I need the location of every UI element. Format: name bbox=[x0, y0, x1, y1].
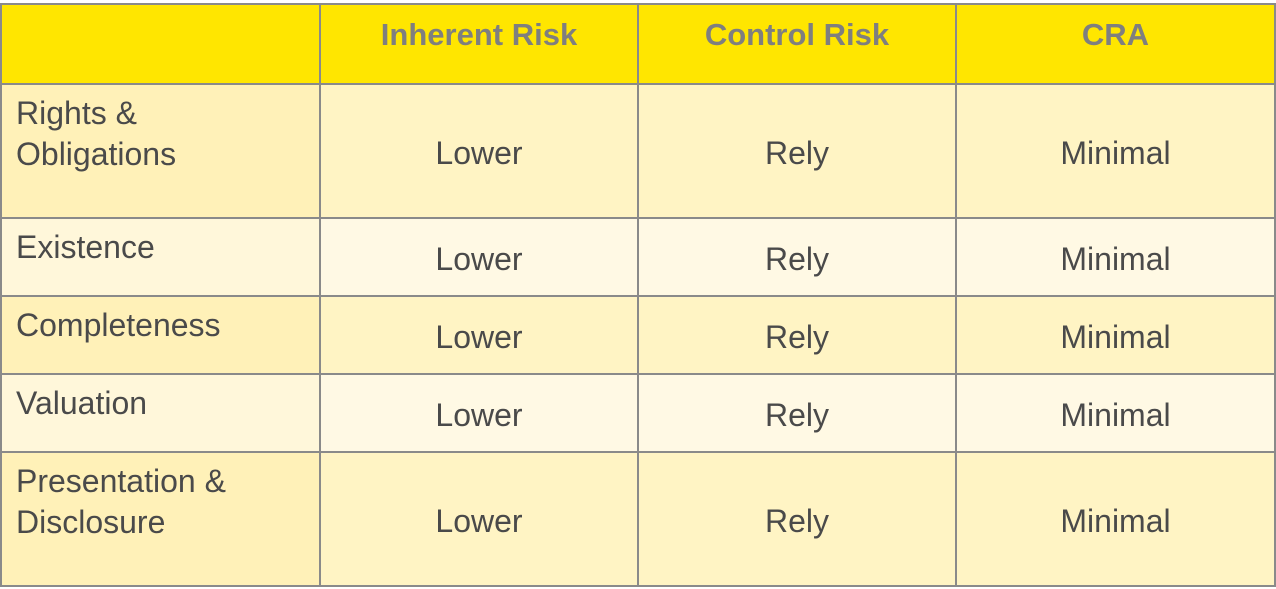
inherent-risk-cell: Lower bbox=[319, 295, 639, 375]
table-row: Valuation Lower Rely Minimal bbox=[0, 373, 1276, 453]
inherent-risk-cell: Lower bbox=[319, 451, 639, 587]
header-cell-empty bbox=[0, 3, 321, 85]
cra-cell: Minimal bbox=[955, 451, 1276, 587]
cra-cell: Minimal bbox=[955, 83, 1276, 219]
assertion-cell: Rights & Obligations bbox=[0, 83, 321, 219]
table-row: Rights & Obligations Lower Rely Minimal bbox=[0, 83, 1276, 219]
assertion-cell: Existence bbox=[0, 217, 321, 297]
control-risk-cell: Rely bbox=[637, 217, 957, 297]
control-risk-cell: Rely bbox=[637, 373, 957, 453]
inherent-risk-cell: Lower bbox=[319, 373, 639, 453]
table-row: Existence Lower Rely Minimal bbox=[0, 217, 1276, 297]
assertion-cell: Presentation & Disclosure bbox=[0, 451, 321, 587]
control-risk-cell: Rely bbox=[637, 451, 957, 587]
cra-cell: Minimal bbox=[955, 373, 1276, 453]
assertion-cell: Valuation bbox=[0, 373, 321, 453]
inherent-risk-cell: Lower bbox=[319, 83, 639, 219]
header-control-risk: Control Risk bbox=[637, 3, 957, 85]
cra-cell: Minimal bbox=[955, 217, 1276, 297]
cra-cell: Minimal bbox=[955, 295, 1276, 375]
table-row: Presentation & Disclosure Lower Rely Min… bbox=[0, 451, 1276, 587]
header-cra: CRA bbox=[955, 3, 1276, 85]
risk-assessment-table: Inherent Risk Control Risk CRA Rights & … bbox=[0, 3, 1276, 587]
header-row: Inherent Risk Control Risk CRA bbox=[0, 3, 1276, 85]
inherent-risk-cell: Lower bbox=[319, 217, 639, 297]
control-risk-cell: Rely bbox=[637, 83, 957, 219]
assertion-cell: Completeness bbox=[0, 295, 321, 375]
control-risk-cell: Rely bbox=[637, 295, 957, 375]
table-row: Completeness Lower Rely Minimal bbox=[0, 295, 1276, 375]
header-inherent-risk: Inherent Risk bbox=[319, 3, 639, 85]
